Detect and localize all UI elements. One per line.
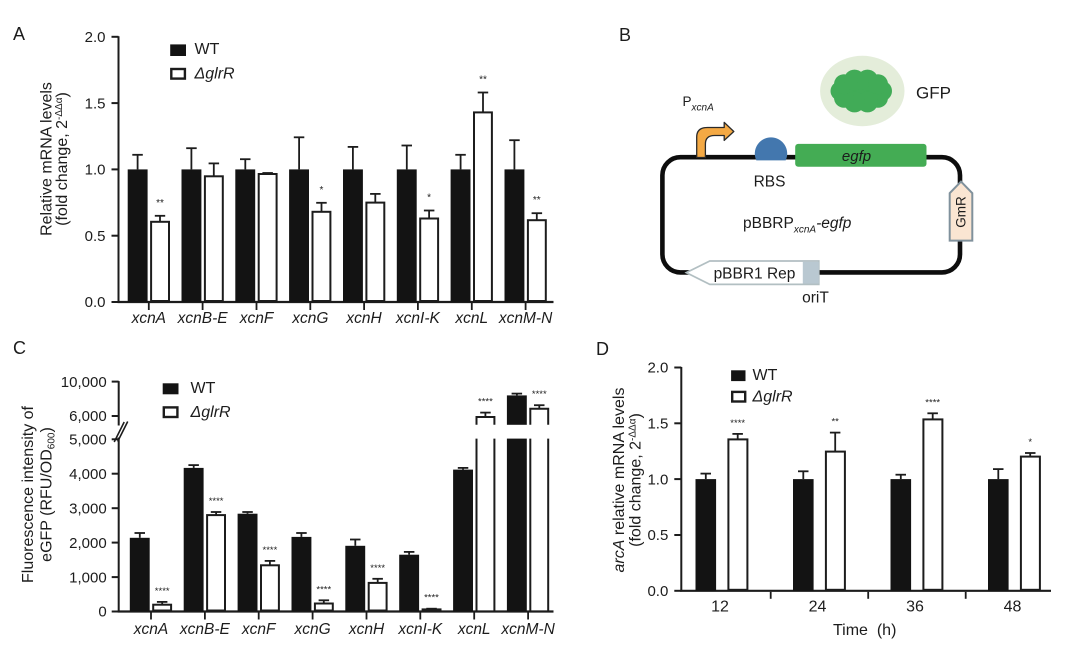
svg-text:1,000: 1,000	[69, 569, 107, 586]
svg-text:1.0: 1.0	[647, 471, 668, 488]
svg-text:*: *	[427, 193, 431, 204]
svg-text:pBBRPxcnA-egfp: pBBRPxcnA-egfp	[743, 215, 852, 236]
svg-text:12: 12	[711, 598, 729, 615]
svg-text:xcnG: xcnG	[294, 621, 331, 638]
svg-text:24: 24	[809, 598, 827, 615]
svg-text:0.0: 0.0	[85, 294, 106, 311]
svg-text:xcnG: xcnG	[291, 310, 328, 327]
svg-text:2.0: 2.0	[85, 29, 106, 46]
svg-text:1.5: 1.5	[85, 95, 106, 112]
svg-text:****: ****	[478, 397, 493, 408]
svg-text:RBS: RBS	[754, 174, 786, 191]
svg-text:*: *	[320, 185, 324, 196]
svg-text:0: 0	[98, 604, 106, 621]
svg-text:xcnL: xcnL	[457, 621, 491, 638]
svg-text:36: 36	[906, 598, 924, 615]
svg-text:**: **	[156, 198, 164, 209]
svg-text:(fold change, 2-ΔΔα): (fold change, 2-ΔΔα)	[54, 92, 71, 226]
svg-text:xcnH: xcnH	[348, 621, 385, 638]
svg-text:oriT: oriT	[802, 290, 829, 307]
svg-text:0.0: 0.0	[647, 583, 668, 600]
svg-text:****: ****	[424, 593, 439, 604]
svg-text:xcnF: xcnF	[241, 621, 277, 638]
svg-text:6,000: 6,000	[69, 408, 107, 425]
svg-text:5,000: 5,000	[69, 432, 107, 449]
svg-text:GmR: GmR	[954, 196, 969, 228]
svg-text:3,000: 3,000	[69, 500, 107, 517]
svg-text:xcnA: xcnA	[131, 310, 166, 327]
svg-text:WT: WT	[753, 367, 778, 384]
svg-text:2,000: 2,000	[69, 535, 107, 552]
svg-text:****: ****	[263, 545, 278, 556]
svg-text:0.5: 0.5	[85, 228, 106, 245]
svg-text:pBBR1 Rep: pBBR1 Rep	[714, 266, 796, 283]
svg-text:4,000: 4,000	[69, 466, 107, 483]
svg-text:**: **	[479, 75, 487, 86]
svg-text:xcnF: xcnF	[239, 310, 275, 327]
svg-text:D: D	[596, 339, 609, 359]
svg-text:C: C	[13, 338, 26, 358]
svg-text:****: ****	[730, 418, 745, 429]
svg-text:xcnH: xcnH	[345, 310, 382, 327]
svg-text:****: ****	[209, 496, 224, 507]
svg-text:(fold change, 2-ΔΔα): (fold change, 2-ΔΔα)	[628, 413, 645, 547]
svg-text:arcA relative mRNA levels: arcA relative mRNA levels	[611, 388, 628, 573]
svg-text:GFP: GFP	[916, 84, 951, 103]
svg-text:1.0: 1.0	[85, 162, 106, 179]
svg-text:48: 48	[1004, 598, 1022, 615]
svg-text:****: ****	[532, 389, 547, 400]
svg-text:1.5: 1.5	[647, 416, 668, 433]
svg-text:WT: WT	[191, 380, 216, 397]
svg-text:10,000: 10,000	[61, 374, 107, 391]
svg-text:xcnI-K: xcnI-K	[395, 310, 441, 327]
svg-text:Time (h): Time (h)	[833, 622, 896, 639]
svg-text:xcnB-E: xcnB-E	[179, 621, 231, 638]
svg-text:Fluorescence intensity of: Fluorescence intensity of	[20, 405, 37, 583]
svg-text:****: ****	[316, 584, 331, 595]
svg-text:egfp: egfp	[842, 148, 871, 165]
svg-text:**: **	[533, 195, 541, 206]
svg-text:xcnM-N: xcnM-N	[500, 621, 555, 638]
svg-text:2.0: 2.0	[647, 360, 668, 377]
svg-text:xcnA: xcnA	[133, 621, 168, 638]
svg-text:eGFP (RFU/OD600): eGFP (RFU/OD600)	[39, 427, 58, 562]
svg-text:A: A	[13, 24, 25, 44]
svg-text:WT: WT	[195, 41, 220, 58]
svg-text:B: B	[619, 25, 631, 45]
svg-text:xcnL: xcnL	[454, 310, 488, 327]
svg-text:Relative mRNA levels: Relative mRNA levels	[39, 82, 56, 236]
svg-text:ΔglrR: ΔglrR	[194, 66, 236, 83]
svg-text:*: *	[1028, 437, 1032, 448]
svg-text:****: ****	[370, 563, 385, 574]
svg-text:0.5: 0.5	[647, 527, 668, 544]
svg-text:xcnB-E: xcnB-E	[177, 310, 229, 327]
svg-text:**: **	[831, 417, 839, 428]
svg-text:xcnI-K: xcnI-K	[397, 621, 443, 638]
svg-text:xcnM-N: xcnM-N	[498, 310, 553, 327]
svg-text:****: ****	[155, 586, 170, 597]
svg-text:ΔglrR: ΔglrR	[190, 404, 232, 421]
svg-text:ΔglrR: ΔglrR	[752, 389, 794, 406]
svg-text:****: ****	[925, 397, 940, 408]
